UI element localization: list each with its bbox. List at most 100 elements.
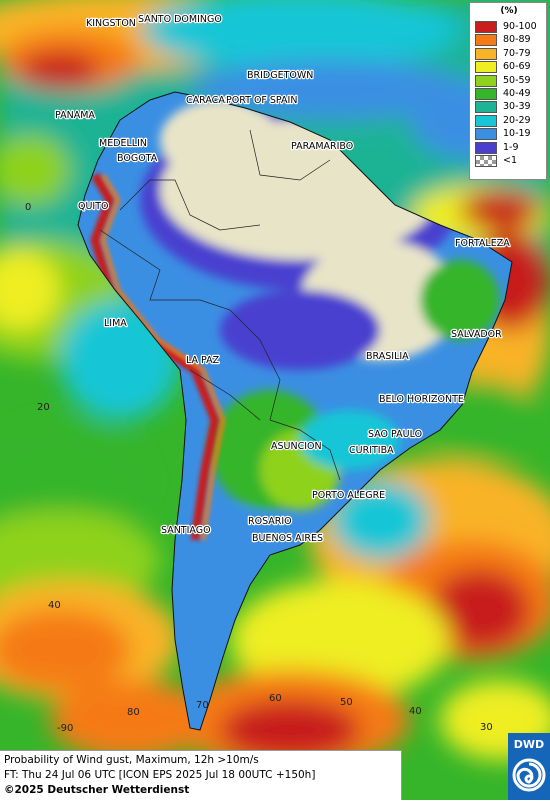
legend-label: 50-59: [503, 74, 531, 86]
legend-label: 90-100: [503, 21, 537, 32]
legend-title: (%): [500, 6, 518, 16]
lon-label: 30: [480, 722, 493, 733]
legend-item: 40-49: [475, 87, 545, 100]
svg-text:CARACAS: CARACAS: [186, 95, 231, 106]
legend-item: 10-19: [475, 127, 545, 141]
legend-label: 80-89: [503, 34, 531, 46]
legend-item: 20-29: [475, 114, 545, 127]
svg-text:SALVADOR: SALVADOR: [451, 329, 502, 340]
svg-text:BUENOS AIRES: BUENOS AIRES: [252, 533, 323, 544]
svg-text:BRASILIA: BRASILIA: [366, 351, 409, 362]
svg-text:SANTIAGO: SANTIAGO: [161, 525, 211, 536]
legend-label: 40-49: [503, 88, 531, 99]
svg-text:SAO PAULO: SAO PAULO: [368, 429, 422, 440]
svg-text:MEDELLIN: MEDELLIN: [99, 138, 147, 149]
svg-text:LIMA: LIMA: [104, 318, 127, 329]
svg-text:LIMA: LIMA: [104, 318, 127, 329]
svg-text:QUITO: QUITO: [78, 201, 109, 212]
lon-label: 70: [196, 700, 209, 711]
caption-forecast-time: FT: Thu 24 Jul 06 UTC [ICON EPS 2025 Jul…: [4, 769, 316, 781]
svg-text:FORTALEZA: FORTALEZA: [455, 238, 510, 249]
legend-label: 10-19: [503, 128, 531, 140]
svg-text:SANTO DOMINGO: SANTO DOMINGO: [138, 14, 222, 25]
probability-field: [0, 0, 550, 770]
svg-text:PANAMA: PANAMA: [55, 110, 95, 121]
legend-item: 30-39: [475, 100, 545, 114]
legend: (%) 90-100 80-89 70-79 60-69 50-59 40-49 30-39…: [469, 2, 547, 180]
caption-title: Probability of Wind gust, Maximum, 12h >…: [4, 754, 259, 766]
svg-text:PORTO ALEGRE: PORTO ALEGRE: [312, 490, 385, 501]
svg-text:PARAMARIBO: PARAMARIBO: [291, 141, 353, 152]
svg-text:KINGSTON: KINGSTON: [86, 18, 136, 29]
lon-label: -90: [57, 723, 73, 734]
lon-label: 50: [340, 697, 353, 708]
legend-label: 20-29: [503, 114, 531, 126]
svg-text:BRASILIA: BRASILIA: [366, 351, 409, 362]
legend-item: 70-79: [475, 47, 545, 60]
svg-text:PARAMARIBO: PARAMARIBO: [291, 141, 353, 152]
svg-text:CURITIBA: CURITIBA: [349, 445, 394, 456]
svg-text:PORT OF SPAIN: PORT OF SPAIN: [226, 95, 297, 106]
legend-label: 60-69: [503, 61, 531, 73]
copyright: ©2025 Deutscher Wetterdienst: [4, 784, 190, 796]
svg-text:SALVADOR: SALVADOR: [451, 329, 502, 340]
legend-swatch: [475, 88, 497, 100]
legend-item: 50-59: [475, 74, 545, 87]
legend-item: 90-100: [475, 20, 545, 33]
legend-swatch: [475, 114, 497, 127]
lat-label: 0: [25, 202, 31, 213]
svg-text:PANAMA: PANAMA: [55, 110, 95, 121]
svg-text:BOGOTA: BOGOTA: [117, 153, 158, 164]
legend-label: <1: [503, 155, 518, 166]
legend-swatch: [475, 21, 497, 33]
legend-swatch: [475, 47, 497, 60]
lon-label: 60: [269, 693, 282, 704]
lat-label: 20: [37, 402, 50, 413]
legend-swatch: [475, 61, 497, 74]
svg-text:KINGSTON: KINGSTON: [86, 18, 136, 29]
svg-text:MEDELLIN: MEDELLIN: [99, 138, 147, 149]
svg-text:SANTIAGO: SANTIAGO: [161, 525, 211, 536]
svg-text:BRIDGETOWN: BRIDGETOWN: [247, 70, 313, 81]
legend-item: 80-89: [475, 33, 545, 47]
legend-item: 1-9: [475, 141, 545, 154]
svg-text:FORTALEZA: FORTALEZA: [455, 238, 510, 249]
legend-swatch: [475, 128, 497, 141]
svg-text:CURITIBA: CURITIBA: [349, 445, 394, 456]
dwd-logo: DWD: [508, 733, 550, 800]
svg-text:ROSARIO: ROSARIO: [248, 516, 292, 527]
legend-swatch: [475, 101, 497, 114]
svg-text:BUENOS AIRES: BUENOS AIRES: [252, 533, 323, 544]
svg-text:BOGOTA: BOGOTA: [117, 153, 158, 164]
svg-text:ASUNCION: ASUNCION: [271, 441, 322, 452]
lon-label: 40: [409, 706, 422, 717]
legend-item: <1: [475, 154, 545, 167]
svg-text:QUITO: QUITO: [78, 201, 109, 212]
svg-text:ASUNCION: ASUNCION: [271, 441, 322, 452]
swirl-icon: [512, 758, 546, 792]
svg-text:BELO HORIZONTE: BELO HORIZONTE: [379, 394, 464, 405]
svg-text:CARACAS: CARACAS: [186, 95, 231, 106]
svg-text:ROSARIO: ROSARIO: [248, 516, 292, 527]
legend-swatch: [475, 155, 497, 167]
legend-swatch: [475, 141, 497, 154]
